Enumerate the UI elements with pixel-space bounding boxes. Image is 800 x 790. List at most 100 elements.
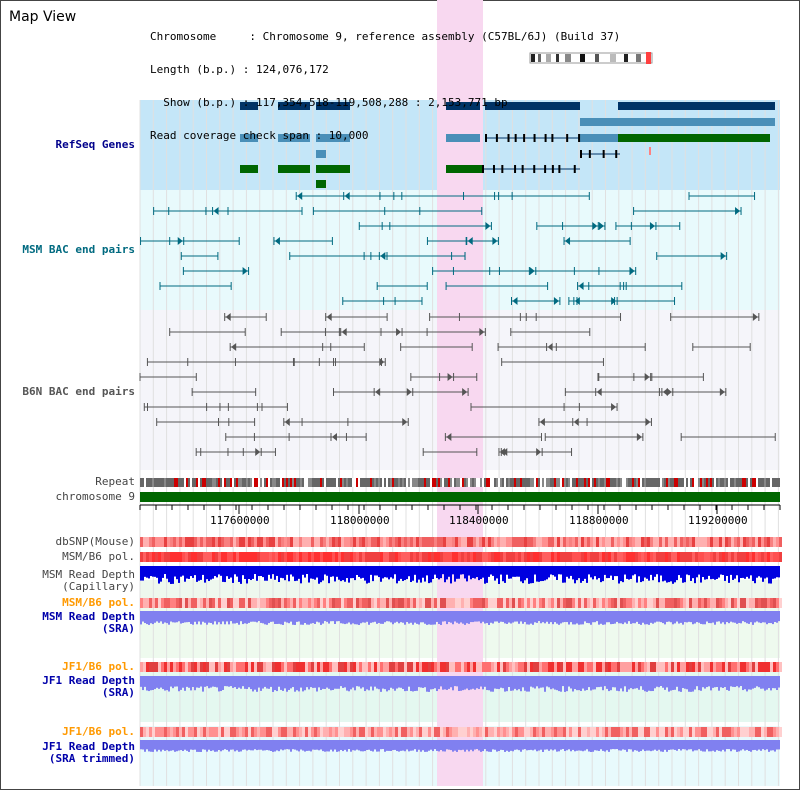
repeat-segment [264,478,266,487]
repeat-segment [162,478,164,487]
read-depth-bar [154,611,156,623]
bac-end-marker [645,418,651,426]
read-depth-bar [210,676,212,688]
polymorphism-cell [623,537,626,547]
repeat-segment [434,478,436,487]
read-depth-bar [768,611,770,624]
read-depth-bar [386,566,388,578]
read-depth-bar [620,740,622,751]
polymorphism-cell [320,552,323,562]
read-depth-bar [768,676,770,689]
read-depth-bar [596,740,598,751]
read-depth-bar [586,611,588,623]
read-depth-bar [642,566,644,582]
polymorphism-cell [707,598,710,608]
polymorphism-cell [539,727,542,737]
polymorphism-cell [365,662,368,672]
repeat-segment [332,478,334,487]
polymorphism-cell [767,727,770,737]
read-depth-bar [232,740,234,750]
track-label-msm-depth-cap: MSM Read Depth (Capillary) [42,568,135,593]
polymorphism-cell [173,552,176,562]
polymorphism-cell [197,662,200,672]
track-label-b6n-bac[interactable]: B6N BAC end pairs [22,385,135,398]
polymorphism-cell [383,537,386,547]
read-depth-bar [700,676,702,691]
polymorphism-cell [746,598,749,608]
read-depth-bar [542,676,544,688]
read-depth-bar [492,676,494,692]
polymorphism-cell [767,662,770,672]
read-depth-bar [634,566,636,575]
read-depth-bar [728,566,730,583]
read-depth-bar [328,676,330,689]
read-depth-bar [282,611,284,625]
read-depth-bar [428,566,430,584]
polymorphism-cell [239,598,242,608]
bac-end-marker [636,433,642,441]
polymorphism-cell [338,662,341,672]
read-depth-bar [270,740,272,752]
polymorphism-cell [662,727,665,737]
polymorphism-cell [647,598,650,608]
polymorphism-cell [698,727,701,737]
repeat-segment [466,478,468,487]
read-depth-bar [582,566,584,582]
read-depth-bar [328,566,330,584]
polymorphism-cell [632,537,635,547]
read-depth-bar [714,676,716,688]
read-depth-bar [296,676,298,691]
polymorphism-cell [149,727,152,737]
polymorphism-cell [323,537,326,547]
polymorphism-cell [386,727,389,737]
read-depth-bar [202,740,204,750]
track-label-msm-bac[interactable]: MSM BAC end pairs [22,243,135,256]
read-depth-bar [296,566,298,581]
polymorphism-cell [650,727,653,737]
track-label-refseq[interactable]: RefSeq Genes [55,138,135,151]
polymorphism-cell [755,662,758,672]
polymorphism-cell [185,537,188,547]
polymorphism-cell [302,598,305,608]
polymorphism-cell [347,662,350,672]
read-depth-bar [732,611,734,623]
read-depth-bar [220,676,222,692]
read-depth-bar [702,611,704,625]
read-depth-bar [588,566,590,575]
polymorphism-cell [581,598,584,608]
polymorphism-cell [647,552,650,562]
read-depth-bar [454,676,456,687]
polymorphism-cell [737,537,740,547]
polymorphism-cell [188,727,191,737]
read-depth-bar [536,566,538,582]
polymorphism-cell [638,598,641,608]
polymorphism-cell [614,662,617,672]
polymorphism-cell [437,537,440,547]
read-depth-bar [144,611,146,624]
read-depth-bar [372,740,374,752]
read-depth-bar [206,566,208,580]
read-depth-bar [750,740,752,752]
read-depth-bar [750,611,752,623]
polymorphism-cell [290,662,293,672]
read-depth-bar [172,566,174,584]
read-depth-bar [326,740,328,752]
polymorphism-cell [638,552,641,562]
read-depth-bar [366,611,368,622]
read-depth-bar [266,611,268,625]
read-depth-bar [430,566,432,583]
read-depth-bar [570,566,572,576]
info-line-span: Read coverage check span : 10,000 [150,129,369,142]
polymorphism-cell [179,727,182,737]
polymorphism-cell [362,552,365,562]
polymorphism-cell [362,662,365,672]
read-depth-bar [286,611,288,623]
polymorphism-cell [440,727,443,737]
polymorphism-cell [332,662,335,672]
repeat-segment [616,478,618,487]
read-depth-bar [558,676,560,692]
repeat-segment [684,478,686,487]
polymorphism-cell [311,537,314,547]
read-depth-bar [498,566,500,584]
